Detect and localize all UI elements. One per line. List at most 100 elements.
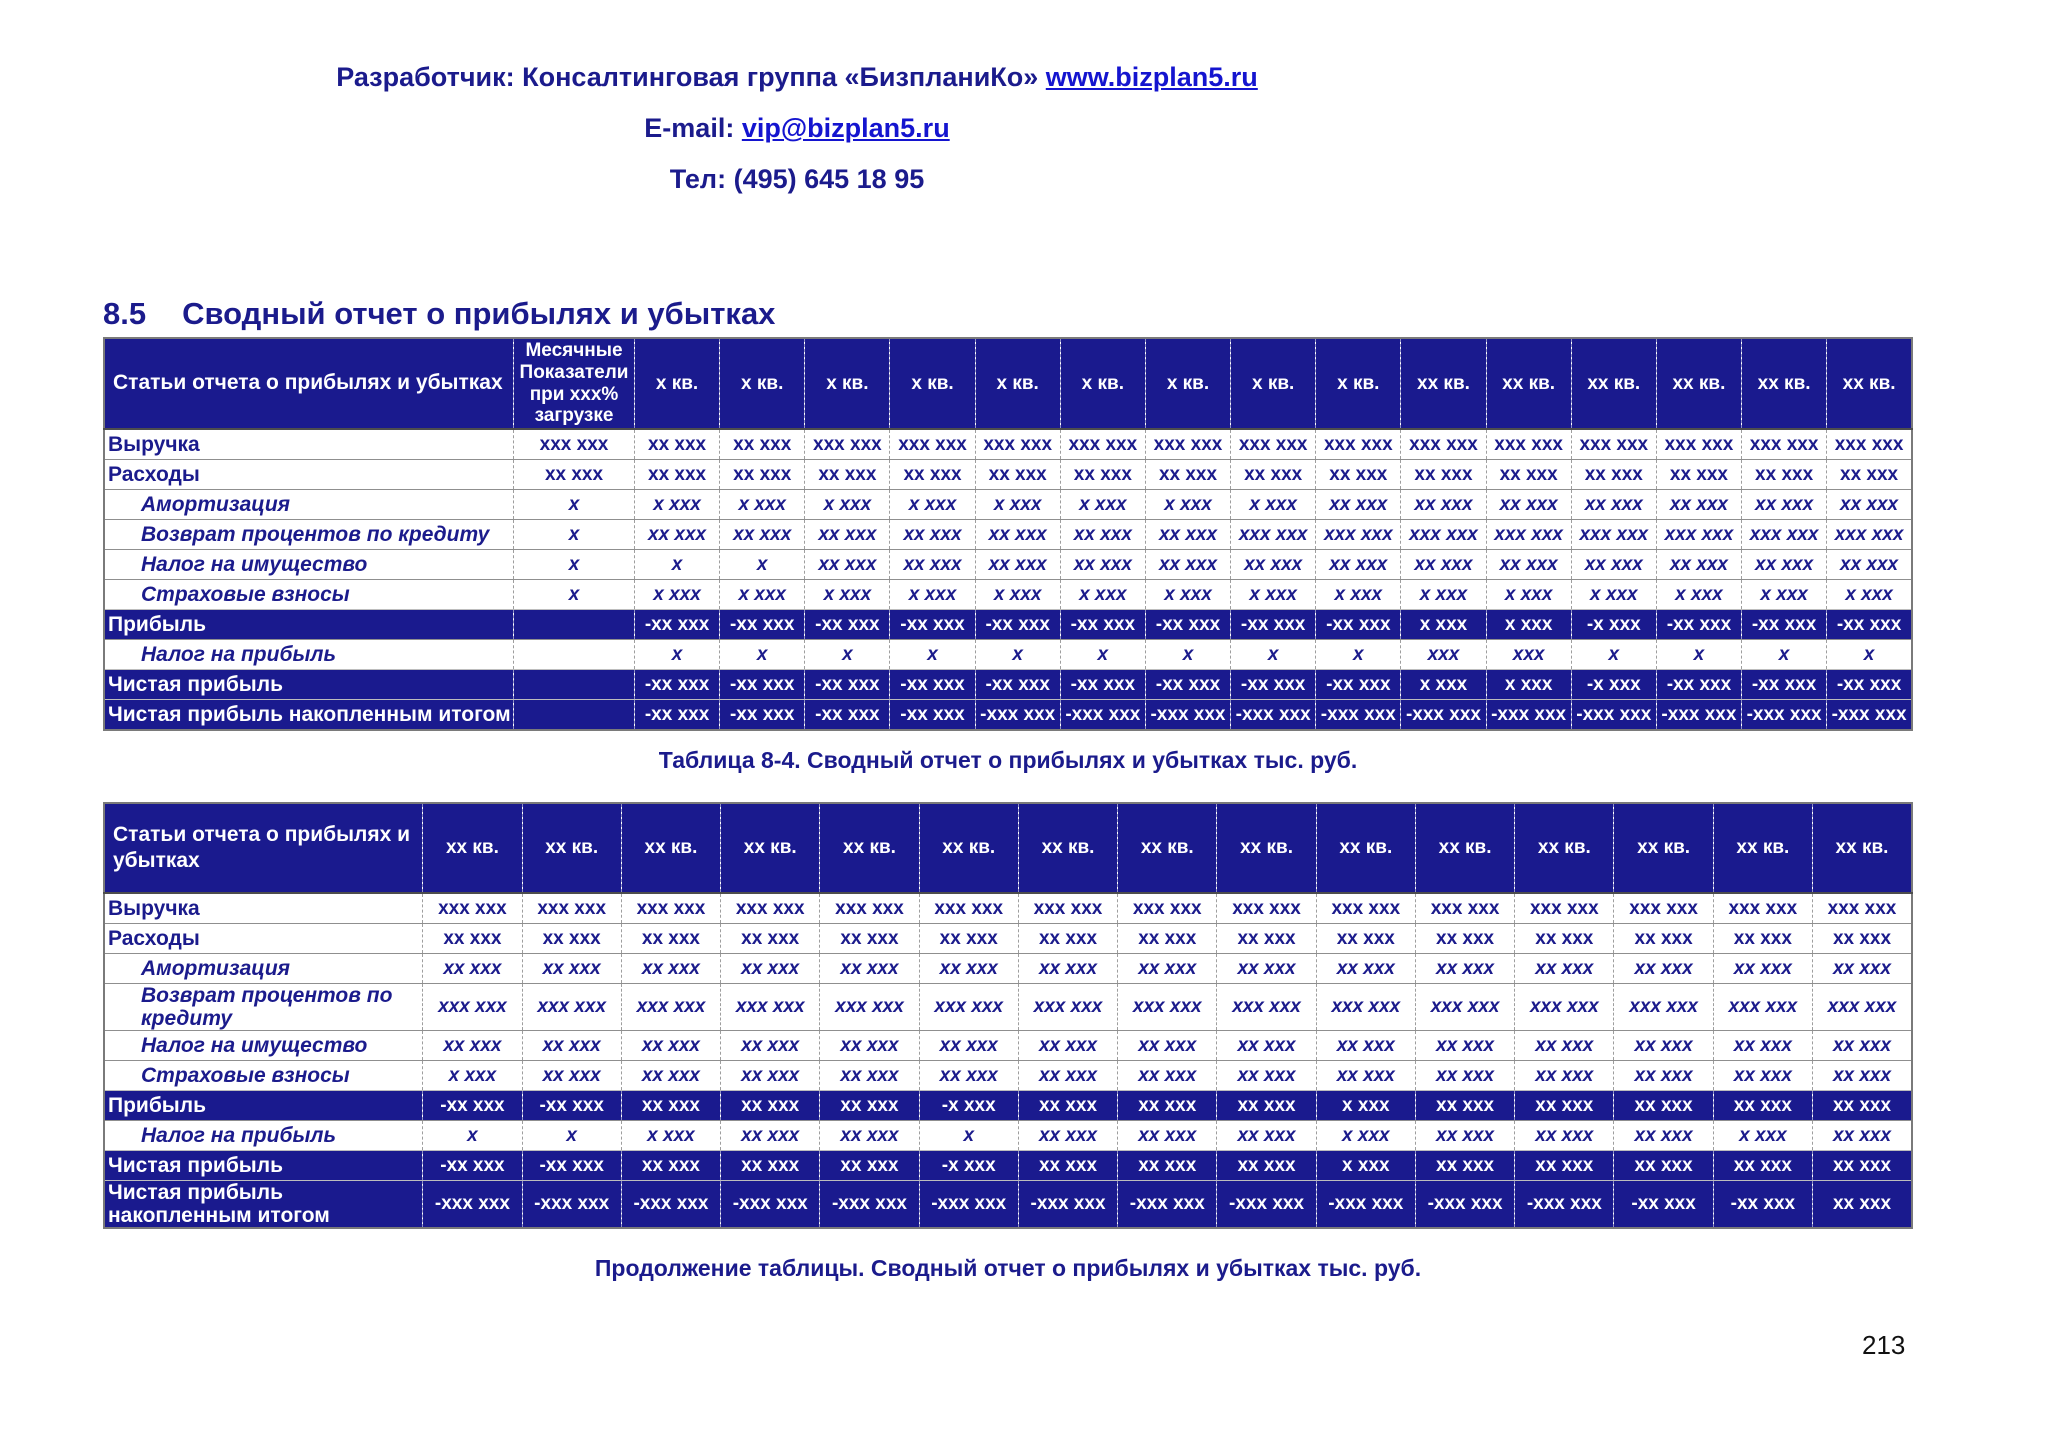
- row-label: Чистая прибыль накопленным итогом: [103, 699, 514, 730]
- cell: xx xxx: [1514, 953, 1614, 984]
- cell: xx xxx: [1400, 459, 1487, 490]
- profit-loss-table-1-wrap: Статьи отчета о прибылях и убытках Месячн…: [103, 337, 1913, 731]
- cell: -xx xxx: [521, 1150, 622, 1181]
- row-label: Расходы: [103, 923, 423, 954]
- table-row: Страховые взносы x x xxx x xxx x xxx x xxx x x…: [103, 579, 1912, 610]
- cell: -xx xxx: [1144, 609, 1231, 640]
- cell: xx xxx: [513, 459, 635, 490]
- cell: -xx xxx: [1826, 669, 1912, 700]
- col-header-quarter: x кв.: [633, 337, 720, 430]
- col-header-items: Статьи отчета о прибылях и убытках: [103, 337, 514, 430]
- website-link[interactable]: www.bizplan5.ru: [1045, 62, 1258, 92]
- cell: -xx xxx: [719, 699, 805, 730]
- cell: xxx xxx: [1117, 892, 1217, 924]
- row-label: Страховые взносы: [103, 579, 514, 610]
- cell: xx xxx: [1655, 489, 1742, 520]
- table-row: Расходы xx xxx xx xxx xx xxx xx xxx xx xxx xx …: [103, 923, 1912, 954]
- cell: xx xxx: [1315, 923, 1416, 954]
- cell: xx xxx: [1570, 549, 1657, 580]
- cell: xxx xxx: [521, 982, 622, 1031]
- cell: xx xxx: [1514, 1060, 1614, 1091]
- cell: x: [719, 549, 805, 580]
- row-label: Страховые взносы: [103, 1060, 423, 1091]
- cell: -xxx xxx: [1655, 699, 1742, 730]
- cell: xx xxx: [889, 519, 976, 550]
- cell: xx xxx: [1514, 1150, 1614, 1181]
- cell: [513, 639, 635, 670]
- cell: xx xxx: [1741, 549, 1827, 580]
- cell: x xxx: [974, 489, 1061, 520]
- cell: -xx xxx: [1230, 669, 1316, 700]
- cell: xxx xxx: [1414, 982, 1515, 1031]
- cell: x xxx: [633, 579, 720, 610]
- cell: xx xxx: [1216, 953, 1317, 984]
- row-label: Возврат процентов по кредиту: [103, 519, 514, 550]
- cell: xx xxx: [1414, 1150, 1515, 1181]
- cell: -x xxx: [918, 1090, 1019, 1121]
- cell: xxx xxx: [1400, 428, 1487, 460]
- table-row: Прибыль -xx xxx -xx xxx xx xxx xx xxx xx xxx -…: [103, 1090, 1912, 1121]
- cell: xx xxx: [1712, 1060, 1813, 1091]
- cell: xxx: [1400, 639, 1487, 670]
- cell: xxx xxx: [1741, 519, 1827, 550]
- cell: x: [1655, 639, 1742, 670]
- cell: xxx xxx: [1826, 428, 1912, 460]
- cell: xx xxx: [1216, 1060, 1317, 1091]
- email-line: E-mail: vip@bizplan5.ru: [103, 113, 1491, 144]
- cell: x: [1059, 639, 1146, 670]
- cell: xx xxx: [1812, 923, 1912, 954]
- table-row: Расходы xx xxx xx xxx xx xxx xx xxx xx xxx xx …: [103, 459, 1912, 490]
- cell: xx xxx: [889, 549, 976, 580]
- cell: xxx xxx: [1400, 519, 1487, 550]
- email-link[interactable]: vip@bizplan5.ru: [741, 113, 950, 143]
- cell: x xxx: [1485, 609, 1572, 640]
- cell: xx xxx: [1826, 549, 1912, 580]
- table-row: Возврат процентов по кредиту x xx xxx xx xx…: [103, 519, 1912, 550]
- cell: -xx xxx: [1059, 609, 1146, 640]
- col-header-quarter: xx кв.: [521, 802, 622, 894]
- section-title: Сводный отчет о прибылях и убытках: [182, 296, 776, 331]
- section-heading: 8.5 Сводный отчет о прибылях и убытках: [103, 296, 775, 332]
- col-header-quarter: xx кв.: [1117, 802, 1217, 894]
- col-header-quarter: xx кв.: [1712, 802, 1813, 894]
- cell: x xxx: [1712, 1120, 1813, 1151]
- cell: xx xxx: [1514, 1090, 1614, 1121]
- col-header-quarter: xx кв.: [1017, 802, 1118, 894]
- cell: xx xxx: [1712, 1030, 1813, 1061]
- cell: xx xxx: [620, 1060, 721, 1091]
- developer-prefix: Разработчик: Консалтинговая группа «Бизп…: [336, 62, 1046, 92]
- cell: xx xxx: [633, 459, 720, 490]
- cell: x xxx: [1144, 489, 1231, 520]
- cell: xx xxx: [620, 1090, 721, 1121]
- cell: x xxx: [1485, 579, 1572, 610]
- cell: xx xxx: [719, 459, 805, 490]
- cell: xx xxx: [1216, 1150, 1317, 1181]
- cell: xx xxx: [1570, 459, 1657, 490]
- cell: -xxx xxx: [819, 1180, 920, 1229]
- cell: xxx xxx: [1017, 982, 1118, 1031]
- cell: -xx xxx: [521, 1090, 622, 1121]
- cell: xx xxx: [1315, 1030, 1416, 1061]
- table-row: Возврат процентов по кредиту xxx xxx xxx x…: [103, 982, 1912, 1031]
- cell: -xx xxx: [719, 609, 805, 640]
- cell: xx xxx: [1117, 1150, 1217, 1181]
- cell: x xxx: [1741, 579, 1827, 610]
- cell: xx xxx: [521, 923, 622, 954]
- header-row: Статьи отчета о прибылях и убытках Месячн…: [103, 337, 1912, 430]
- cell: xx xxx: [1485, 549, 1572, 580]
- cell: xx xxx: [1485, 459, 1572, 490]
- cell: xx xxx: [1613, 1090, 1714, 1121]
- cell: x xxx: [1230, 579, 1316, 610]
- cell: xx xxx: [1613, 923, 1714, 954]
- cell: xx xxx: [1144, 549, 1231, 580]
- cell: xxx xxx: [1712, 982, 1813, 1031]
- col-header-quarter: xx кв.: [918, 802, 1019, 894]
- cell: -xxx xxx: [720, 1180, 820, 1229]
- cell: xx xxx: [1230, 549, 1316, 580]
- cell: xxx xxx: [804, 428, 890, 460]
- cell: xx xxx: [819, 1120, 920, 1151]
- cell: xx xxx: [1144, 519, 1231, 550]
- cell: xx xxx: [1017, 1150, 1118, 1181]
- table-row: Страховые взносы x xxx xx xxx xx xxx xx xxx x…: [103, 1060, 1912, 1091]
- cell: xxx xxx: [720, 982, 820, 1031]
